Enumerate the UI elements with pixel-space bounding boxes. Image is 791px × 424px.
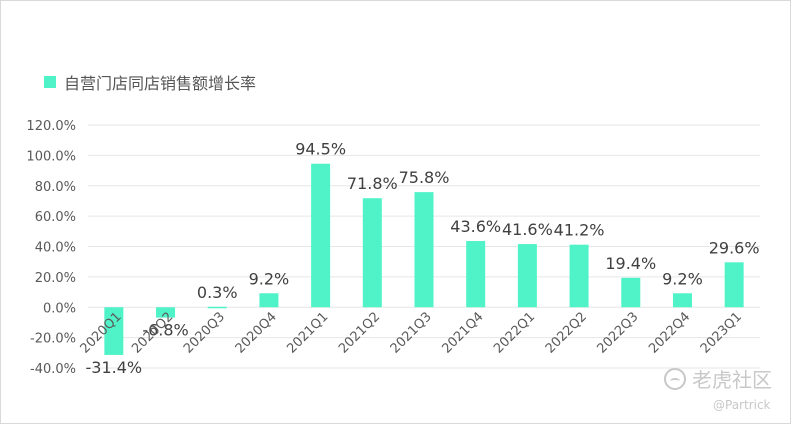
y-tick-label: 40.0% — [35, 241, 76, 256]
bar-2020Q2 — [156, 307, 176, 318]
data-label: 75.8% — [399, 168, 450, 187]
bar-2022Q3 — [621, 277, 641, 308]
bar-2020Q3 — [207, 306, 227, 309]
watermark-handle: @Partrick — [713, 398, 771, 412]
bar-2020Q4 — [259, 293, 279, 308]
bar-2022Q2 — [569, 244, 589, 308]
y-tick-label: -20.0% — [30, 332, 76, 347]
data-label: 9.2% — [249, 269, 290, 288]
data-label: 94.5% — [295, 140, 346, 159]
bar-2021Q2 — [362, 198, 382, 308]
legend-swatch — [44, 76, 56, 88]
data-label: 43.6% — [450, 217, 501, 236]
legend-label: 自营门店同店销售额增长率 — [64, 74, 257, 93]
y-tick-label: 100.0% — [26, 149, 76, 164]
y-tick-label: 20.0% — [35, 271, 76, 286]
bar-2020Q1 — [104, 307, 124, 355]
x-tick-label: 2022Q1 — [491, 309, 538, 356]
data-label: 41.6% — [502, 220, 553, 239]
y-tick-label: 80.0% — [35, 180, 76, 195]
data-label: -31.4% — [86, 358, 143, 377]
bar-2021Q1 — [311, 163, 331, 308]
y-tick-label: 120.0% — [26, 119, 76, 134]
bar-2022Q4 — [672, 293, 692, 308]
x-tick-label: 2022Q3 — [595, 309, 642, 356]
y-tick-label: 0.0% — [43, 301, 76, 316]
tiger-community-logo-icon — [664, 367, 686, 390]
x-tick-label: 2022Q4 — [646, 309, 693, 356]
x-tick-label: 2021Q4 — [439, 309, 486, 356]
data-label: 9.2% — [662, 269, 703, 288]
bar-2021Q4 — [466, 241, 486, 308]
bar-2021Q3 — [414, 192, 434, 308]
legend: 自营门店同店销售额增长率 — [44, 70, 256, 94]
data-label: 29.6% — [709, 238, 760, 257]
bars — [104, 163, 744, 355]
data-label: 41.2% — [554, 221, 605, 240]
x-tick-label: 2023Q1 — [698, 309, 745, 356]
x-tick-label: 2022Q2 — [543, 309, 590, 356]
bar-2023Q1 — [724, 262, 744, 308]
x-tick-label: 2021Q2 — [336, 309, 383, 356]
data-label: 0.3% — [197, 283, 238, 302]
y-tick-label: 60.0% — [35, 210, 76, 225]
x-tick-label: 2021Q3 — [388, 309, 435, 356]
data-label: 71.8% — [347, 174, 398, 193]
data-label: 19.4% — [605, 254, 656, 273]
x-tick-label: 2020Q4 — [233, 309, 280, 356]
y-tick-label: -40.0% — [30, 362, 76, 377]
watermark: 老虎社区 — [664, 364, 772, 393]
data-label: -6.8% — [142, 321, 188, 340]
watermark-brand: 老虎社区 — [692, 368, 772, 392]
x-tick-label: 2021Q1 — [284, 309, 331, 356]
data-labels: -31.4%-6.8%0.3%9.2%94.5%71.8% 75.8%43.6% 4… — [86, 140, 760, 377]
y-axis-ticks: -40.0% -20.0% 0.0% 20.0% 40.0% 60.0% 80.0% 100.… — [26, 119, 76, 377]
bar-2022Q1 — [517, 244, 537, 308]
